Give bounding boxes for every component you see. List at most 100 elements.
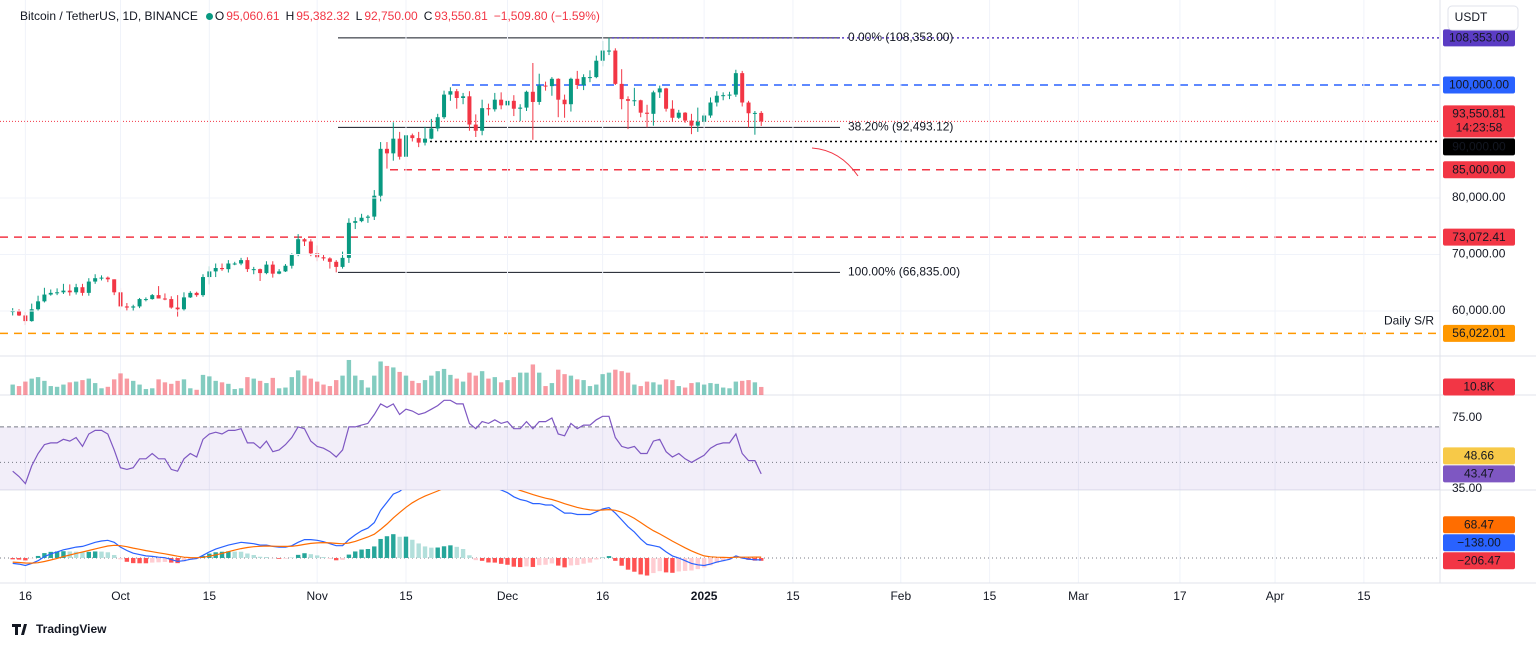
price-label: 108,353.00 bbox=[1449, 30, 1509, 44]
macd-histogram bbox=[16, 557, 22, 560]
candle-body bbox=[391, 138, 396, 154]
x-tick-label: 2025 bbox=[691, 589, 718, 603]
candle-body bbox=[410, 135, 415, 139]
macd-histogram bbox=[575, 557, 580, 566]
price-label-box bbox=[1443, 29, 1515, 47]
macd-histogram bbox=[410, 539, 415, 558]
macd-histogram bbox=[454, 546, 459, 558]
volume-bar bbox=[346, 359, 352, 395]
macd-histogram bbox=[80, 552, 85, 558]
volume-bar bbox=[752, 382, 758, 395]
macd-histogram bbox=[118, 557, 123, 560]
volume-bar bbox=[410, 380, 415, 395]
macd-histogram bbox=[276, 557, 282, 559]
candle-body bbox=[264, 264, 269, 274]
macd-histogram bbox=[257, 556, 263, 558]
macd-histogram bbox=[613, 557, 618, 561]
volume-bar bbox=[10, 384, 15, 395]
candle-body bbox=[150, 295, 155, 300]
legend-key: O bbox=[214, 9, 225, 23]
volume-bar bbox=[759, 386, 764, 395]
volume-bar bbox=[67, 382, 72, 395]
candle-body bbox=[156, 295, 161, 299]
macd-histogram bbox=[505, 557, 510, 565]
volume-bar bbox=[486, 378, 491, 395]
candle-body bbox=[365, 216, 370, 218]
candle-body bbox=[448, 91, 453, 95]
legend-change: −1,509.80 (−1.59%) bbox=[493, 9, 600, 23]
volume-bar bbox=[657, 384, 662, 395]
price-label-box bbox=[1443, 465, 1515, 483]
volume-bar bbox=[416, 383, 421, 395]
volume-bar bbox=[619, 371, 624, 395]
macd-histogram bbox=[124, 557, 130, 562]
volume-bar bbox=[644, 381, 650, 395]
volume-bar bbox=[695, 382, 700, 395]
candle-body bbox=[683, 112, 688, 121]
volume-bar bbox=[448, 374, 453, 395]
macd-histogram bbox=[403, 536, 409, 558]
macd-histogram bbox=[35, 555, 41, 558]
macd-histogram bbox=[391, 534, 396, 558]
price-label: 43.47 bbox=[1464, 467, 1494, 481]
candle-body bbox=[239, 260, 244, 264]
macd-histogram bbox=[353, 551, 358, 558]
brand-logo bbox=[12, 624, 27, 635]
macd-histogram bbox=[359, 549, 364, 558]
candle-body bbox=[480, 108, 485, 131]
candle-body bbox=[492, 99, 497, 110]
candle-body bbox=[664, 88, 669, 109]
volume-bar bbox=[727, 388, 732, 395]
volume-bar bbox=[327, 386, 333, 395]
y-tick-label: 80,000.00 bbox=[1452, 190, 1506, 204]
volume-bar bbox=[663, 379, 669, 395]
candle-body bbox=[397, 138, 402, 157]
volume-bar bbox=[492, 377, 498, 395]
candle-body bbox=[86, 281, 91, 293]
volume-bar bbox=[118, 373, 123, 395]
macd-histogram bbox=[10, 557, 15, 560]
candle-body bbox=[543, 85, 548, 87]
candle-body bbox=[384, 148, 389, 154]
candle-body bbox=[423, 138, 428, 143]
candle-body bbox=[302, 239, 307, 242]
macd-histogram bbox=[86, 551, 92, 558]
volume-bar bbox=[213, 380, 218, 395]
macd-histogram bbox=[143, 557, 149, 564]
candle-body bbox=[594, 60, 599, 78]
candle-body bbox=[670, 108, 675, 118]
price-label-box bbox=[1443, 552, 1515, 570]
price-label: −206.47 bbox=[1457, 553, 1501, 567]
candle-body bbox=[752, 112, 757, 114]
candle-body bbox=[657, 88, 662, 93]
macd-histogram bbox=[562, 557, 567, 568]
macd-histogram bbox=[498, 557, 504, 564]
currency: USDT bbox=[1455, 10, 1488, 24]
candle-body bbox=[283, 265, 288, 272]
candle-body bbox=[429, 128, 434, 139]
x-tick-label: Apr bbox=[1266, 589, 1285, 603]
volume-bar bbox=[105, 386, 111, 395]
volume-bar bbox=[701, 384, 707, 395]
volume-bar bbox=[600, 374, 605, 395]
candle-body bbox=[36, 301, 41, 310]
macd-histogram bbox=[594, 557, 599, 560]
price-label-box bbox=[1443, 447, 1515, 465]
candle-body bbox=[17, 310, 22, 316]
macd-histogram bbox=[99, 551, 104, 558]
rsi-pane bbox=[0, 399, 1440, 490]
candle-body bbox=[454, 91, 459, 98]
volume-bar bbox=[321, 384, 326, 395]
macd-histogram bbox=[632, 557, 637, 572]
candle-body bbox=[74, 287, 79, 293]
candle-body bbox=[461, 96, 466, 98]
x-tick-label: 15 bbox=[1357, 589, 1371, 603]
macd-histogram bbox=[131, 557, 136, 564]
volume-bar bbox=[257, 380, 263, 395]
macd-histogram bbox=[511, 557, 517, 567]
macd-histogram bbox=[48, 551, 53, 558]
volume-bar bbox=[511, 377, 517, 395]
volume-bar bbox=[746, 380, 751, 395]
macd-histogram bbox=[663, 557, 669, 573]
macd-histogram bbox=[245, 553, 250, 558]
